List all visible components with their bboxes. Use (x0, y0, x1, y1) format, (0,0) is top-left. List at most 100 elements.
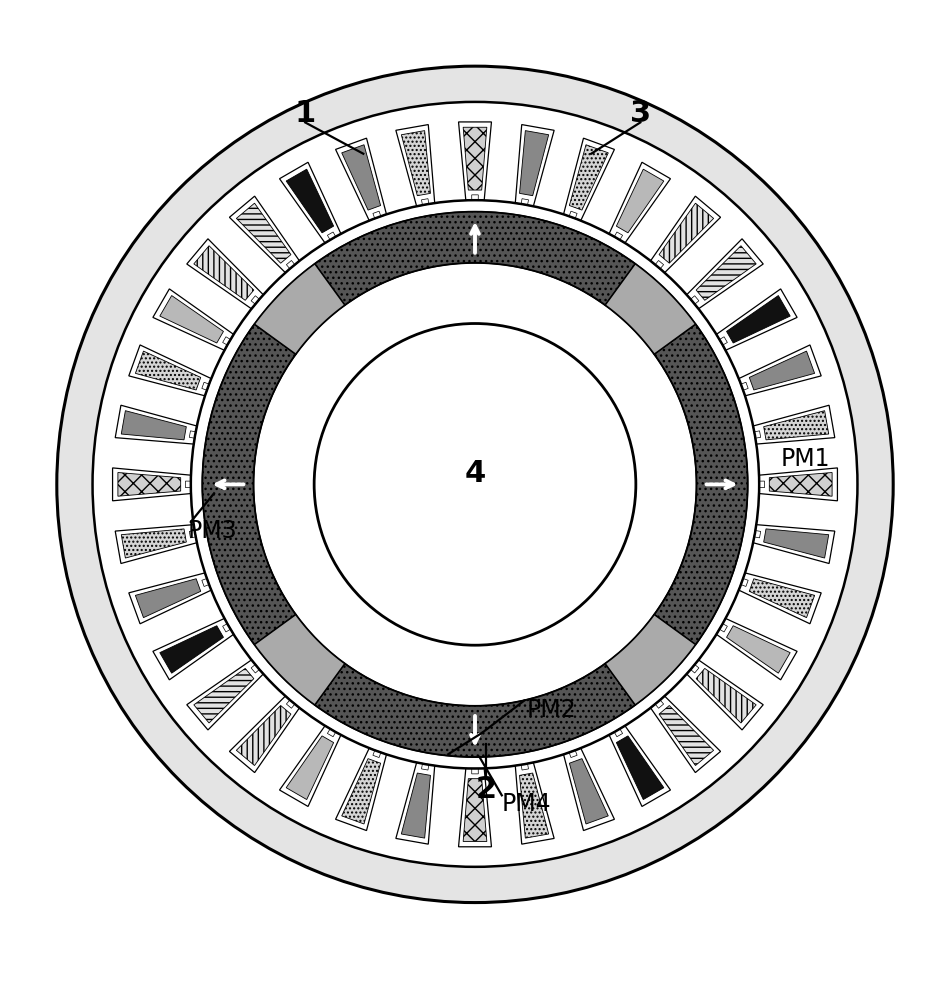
Polygon shape (237, 203, 291, 263)
Polygon shape (373, 750, 381, 758)
Polygon shape (472, 195, 478, 200)
Text: PM3: PM3 (187, 519, 237, 543)
Text: 2: 2 (475, 775, 496, 804)
Polygon shape (655, 324, 748, 645)
Polygon shape (118, 473, 180, 496)
Polygon shape (605, 615, 695, 705)
Polygon shape (335, 748, 387, 831)
Polygon shape (422, 764, 428, 770)
Polygon shape (187, 660, 263, 730)
Polygon shape (251, 665, 259, 673)
Polygon shape (373, 211, 381, 218)
Polygon shape (189, 431, 196, 438)
Polygon shape (750, 579, 814, 618)
Polygon shape (115, 405, 197, 444)
Polygon shape (255, 615, 345, 705)
Polygon shape (759, 468, 838, 501)
Polygon shape (396, 762, 435, 844)
Polygon shape (719, 624, 728, 632)
Circle shape (57, 66, 893, 903)
Polygon shape (286, 169, 333, 233)
Polygon shape (696, 668, 756, 723)
Polygon shape (753, 525, 835, 564)
Polygon shape (759, 481, 765, 488)
Text: 4: 4 (465, 459, 485, 488)
Polygon shape (656, 700, 664, 708)
Polygon shape (764, 411, 828, 440)
Polygon shape (739, 573, 821, 624)
Polygon shape (286, 736, 333, 800)
Polygon shape (122, 529, 186, 558)
Polygon shape (569, 750, 577, 758)
Polygon shape (464, 127, 486, 190)
Text: PM4: PM4 (502, 792, 551, 816)
Polygon shape (129, 573, 211, 624)
Polygon shape (279, 162, 341, 243)
Text: 1: 1 (294, 99, 315, 128)
Polygon shape (153, 289, 234, 350)
Polygon shape (160, 296, 223, 343)
Polygon shape (753, 405, 835, 444)
Polygon shape (617, 736, 664, 800)
Polygon shape (314, 212, 636, 305)
Polygon shape (328, 729, 335, 737)
Text: 3: 3 (630, 99, 651, 128)
Polygon shape (201, 579, 209, 586)
Polygon shape (286, 700, 294, 708)
Polygon shape (237, 706, 291, 766)
Polygon shape (422, 199, 428, 205)
Polygon shape (754, 531, 761, 538)
Polygon shape (335, 138, 387, 221)
Polygon shape (569, 211, 577, 218)
Polygon shape (605, 264, 695, 354)
Polygon shape (522, 199, 528, 205)
Text: PM2: PM2 (527, 698, 577, 722)
Polygon shape (569, 145, 608, 210)
Polygon shape (136, 351, 200, 390)
Polygon shape (750, 351, 814, 390)
Polygon shape (194, 246, 254, 300)
Polygon shape (115, 525, 197, 564)
Polygon shape (515, 125, 554, 206)
Polygon shape (520, 131, 549, 196)
Polygon shape (202, 324, 295, 645)
Polygon shape (687, 239, 763, 309)
Polygon shape (617, 169, 664, 233)
Polygon shape (230, 696, 299, 773)
Polygon shape (739, 345, 821, 396)
Polygon shape (696, 246, 756, 300)
Polygon shape (563, 138, 615, 221)
Polygon shape (764, 529, 828, 558)
Polygon shape (691, 296, 699, 304)
Polygon shape (194, 668, 254, 723)
Polygon shape (659, 203, 713, 263)
Polygon shape (222, 624, 231, 632)
Polygon shape (396, 125, 435, 206)
Polygon shape (727, 296, 790, 343)
Polygon shape (255, 264, 345, 354)
Polygon shape (472, 769, 478, 774)
Polygon shape (129, 345, 211, 396)
Polygon shape (187, 239, 263, 309)
Polygon shape (522, 764, 528, 770)
Polygon shape (251, 296, 259, 304)
Polygon shape (160, 626, 223, 673)
Polygon shape (122, 411, 186, 440)
Polygon shape (691, 665, 699, 673)
Polygon shape (314, 664, 636, 757)
Polygon shape (615, 729, 622, 737)
Polygon shape (515, 762, 554, 844)
Polygon shape (687, 660, 763, 730)
Polygon shape (615, 232, 622, 240)
Polygon shape (185, 481, 191, 488)
Polygon shape (342, 145, 381, 210)
Polygon shape (189, 531, 196, 538)
Polygon shape (153, 618, 234, 680)
Polygon shape (459, 122, 491, 200)
Polygon shape (342, 759, 381, 824)
Polygon shape (659, 706, 713, 766)
Polygon shape (286, 260, 294, 269)
Polygon shape (112, 468, 191, 501)
Circle shape (314, 324, 636, 645)
Polygon shape (719, 337, 728, 345)
